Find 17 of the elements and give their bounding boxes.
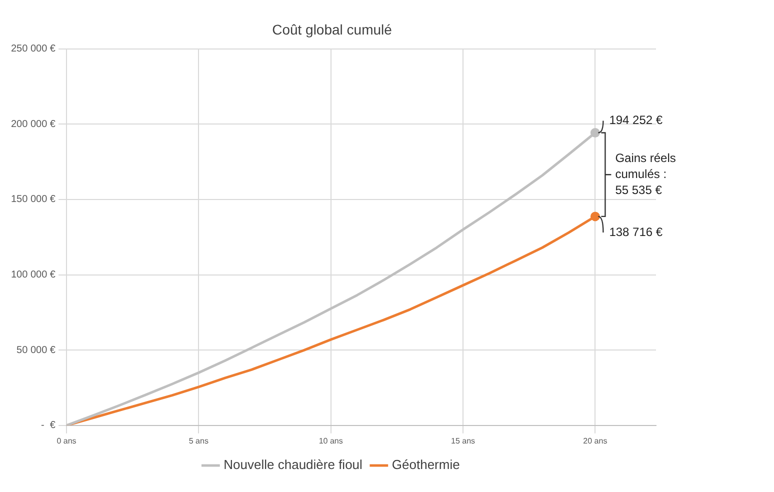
x-tick-label: 15 ans (451, 436, 476, 446)
legend-label: Géothermie (392, 457, 460, 472)
y-tick-label: 100 000 € (10, 270, 56, 281)
y-tick-label: - € (41, 420, 56, 432)
y-tick-label: 50 000 € (16, 344, 56, 356)
chart-title: Coût global cumulé (272, 21, 392, 38)
x-tick-label: 10 ans (318, 436, 343, 446)
legend-label: Nouvelle chaudière fioul (224, 457, 363, 472)
annotation: Gains réels cumulés : 55 535 € (615, 150, 676, 197)
x-tick-label: 0 ans (56, 436, 76, 446)
y-tick-label: 150 000 € (10, 194, 56, 206)
x-tick-label: 5 ans (188, 436, 208, 446)
x-tick-label: 20 ans (583, 436, 608, 446)
annotation: 138 716 € (609, 224, 663, 239)
y-tick-label: 250 000 € (10, 44, 56, 55)
annotation: 194 252 € (609, 113, 663, 128)
y-tick-label: 200 000 € (10, 118, 56, 130)
